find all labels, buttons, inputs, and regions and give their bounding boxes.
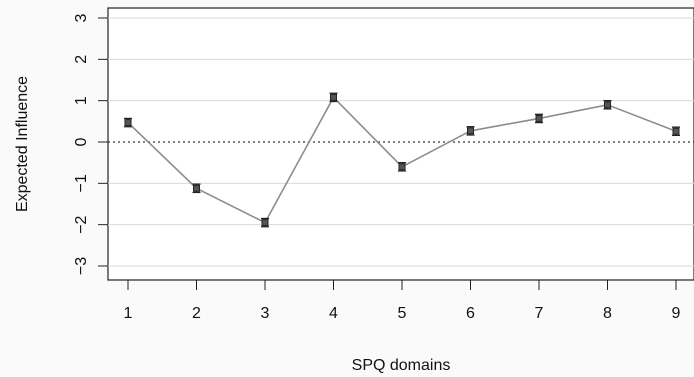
- x-tick-label: 7: [535, 305, 544, 322]
- data-point: [193, 184, 200, 192]
- y-tick-label: −1: [73, 174, 90, 192]
- data-point: [261, 219, 269, 227]
- data-point: [535, 114, 543, 122]
- x-tick-label: 4: [329, 305, 338, 322]
- y-tick-label: −3: [73, 257, 90, 275]
- data-point: [672, 127, 680, 135]
- y-tick-label: 3: [73, 13, 90, 22]
- y-tick-label: 0: [73, 137, 90, 146]
- x-tick-label: 6: [466, 305, 475, 322]
- x-tick-label: 2: [192, 305, 201, 322]
- x-tick-label: 8: [603, 305, 612, 322]
- y-tick-label: −2: [73, 215, 90, 233]
- data-point: [124, 119, 132, 127]
- data-point: [604, 101, 611, 109]
- x-tick-label: 5: [398, 305, 407, 322]
- grid-lines: [108, 17, 694, 267]
- data-point: [398, 163, 406, 171]
- data-series: [124, 92, 680, 228]
- y-tick-label: 2: [73, 55, 90, 64]
- y-axis-title: Expected Influence: [14, 76, 31, 212]
- plot-panel: [107, 7, 694, 281]
- data-point: [330, 93, 337, 101]
- axes: −3 −2 −1 0 1 2 3 1 2 3 4 5 6 7 8 9: [73, 13, 680, 322]
- x-axis-title: SPQ domains: [352, 357, 451, 374]
- y-tick-label: 1: [73, 96, 90, 105]
- x-tick-label: 3: [261, 305, 270, 322]
- x-tick-label: 9: [672, 305, 681, 322]
- x-tick-label: 1: [124, 305, 133, 322]
- data-point: [467, 127, 474, 135]
